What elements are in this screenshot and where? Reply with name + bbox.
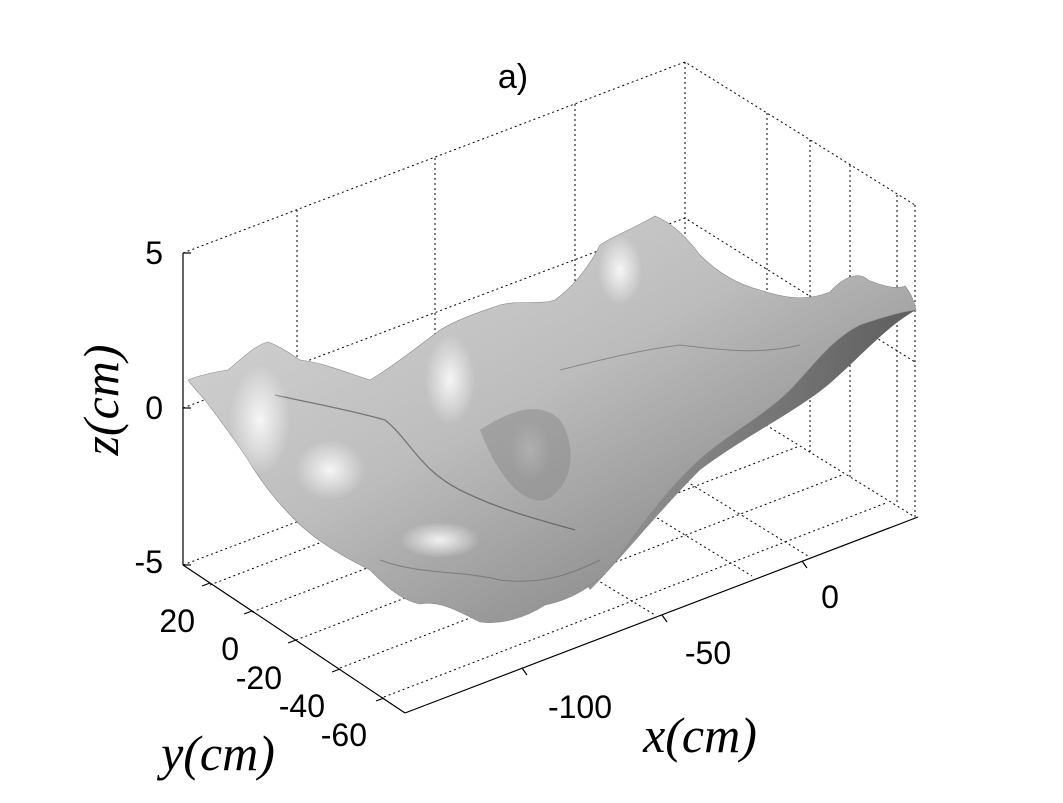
y-tick-label-0: 0 xyxy=(221,631,239,667)
y-tick-mark-m20 xyxy=(287,639,297,644)
surface-mesh xyxy=(187,215,917,623)
y-tick-mark-20 xyxy=(201,582,211,587)
y-axis-label: y(cm) xyxy=(156,725,275,781)
y-tick-label-m40: -40 xyxy=(279,688,325,724)
y-tick-label-20: 20 xyxy=(159,603,195,639)
surface-ridge-1 xyxy=(274,394,576,531)
x-tick-label-m100: -100 xyxy=(548,689,612,725)
surface-ridge-3 xyxy=(379,559,601,582)
x-axis-label: x(cm) xyxy=(642,707,757,763)
surface-highlight-2 xyxy=(295,440,365,500)
z-tick-label-m5: -5 xyxy=(135,544,163,580)
grid-f8 xyxy=(524,436,753,577)
surface-ridge-2 xyxy=(559,344,801,371)
surface-highlight-3 xyxy=(425,335,475,425)
z-tick-label-5: 5 xyxy=(145,235,163,271)
y-tick-mark-m60 xyxy=(375,697,385,702)
surface-highlight-1 xyxy=(230,365,290,475)
z-axis-label: z(cm) xyxy=(73,344,129,456)
x-tick-mark-0 xyxy=(801,560,808,569)
x-tick-label-0: 0 xyxy=(821,579,839,615)
y-axis-line xyxy=(182,564,406,714)
chart-title: a) xyxy=(498,58,528,96)
x-tick-mark-m50 xyxy=(661,614,668,623)
axes xyxy=(182,253,919,714)
x-axis-line xyxy=(404,516,919,714)
x-tick-mark-m100 xyxy=(521,667,528,676)
grid-back-top xyxy=(182,61,916,254)
y-tick-mark-m40 xyxy=(331,668,341,673)
z-tick-label-0: 0 xyxy=(145,390,163,426)
y-tick-mark-0 xyxy=(243,610,253,615)
tick-marks xyxy=(183,252,808,702)
y-tick-label-m20: -20 xyxy=(236,660,282,696)
surface-dark-valley xyxy=(480,409,571,501)
x-tick-label-m50: -50 xyxy=(685,635,731,671)
surface-highlight-4 xyxy=(598,235,642,305)
y-tick-label-m60: -60 xyxy=(321,717,367,753)
surface-highlight-5 xyxy=(400,522,480,558)
